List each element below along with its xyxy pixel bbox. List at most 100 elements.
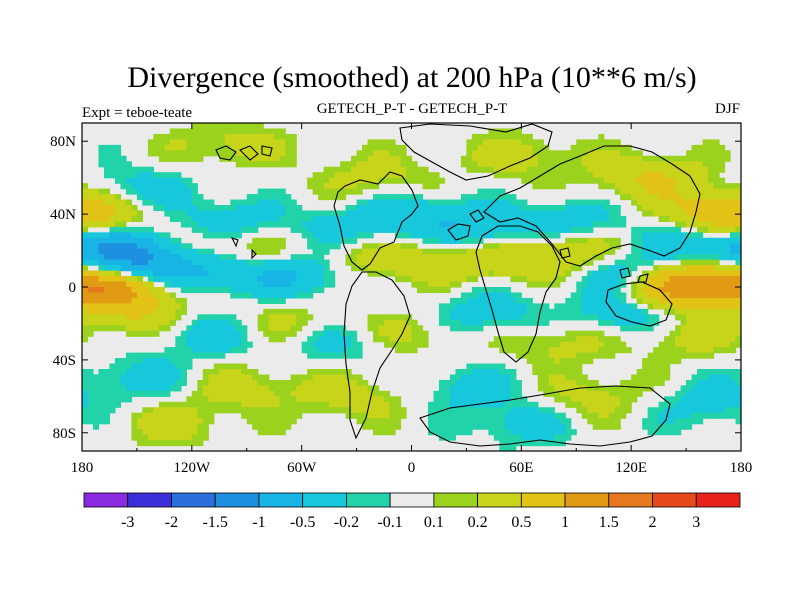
field-cell — [554, 385, 561, 392]
field-cell — [504, 407, 511, 414]
field-cell — [548, 210, 555, 217]
field-cell — [493, 199, 500, 206]
field-cell — [257, 237, 264, 244]
field-cell — [131, 177, 138, 184]
field-cell — [246, 287, 253, 294]
field-cell — [114, 199, 122, 206]
field-cell — [702, 396, 709, 403]
field-cell — [477, 226, 484, 233]
x-tick-label: 60W — [287, 460, 317, 476]
field-cell — [526, 319, 533, 326]
field-cell — [400, 161, 407, 168]
field-cell — [384, 429, 391, 436]
field-cell — [719, 248, 726, 255]
field-cell — [477, 297, 484, 304]
field-cell — [416, 259, 424, 266]
field-cell — [180, 308, 187, 315]
field-cell — [493, 139, 500, 146]
field-cell — [488, 369, 495, 376]
field-cell — [384, 155, 391, 162]
field-cell — [323, 330, 330, 337]
field-cell — [120, 308, 127, 315]
field-cell — [537, 314, 544, 321]
field-cell — [664, 270, 671, 277]
field-cell — [647, 276, 654, 283]
field-cell — [680, 390, 687, 397]
field-cell — [515, 401, 522, 408]
field-cell — [504, 139, 511, 146]
field-cell — [202, 401, 209, 408]
field-cell — [301, 259, 308, 266]
field-cell — [367, 139, 374, 146]
field-cell — [449, 396, 457, 403]
field-cell — [191, 330, 198, 337]
field-cell — [493, 221, 500, 228]
field-cell — [669, 177, 676, 184]
field-cell — [477, 270, 484, 277]
field-cell — [219, 139, 226, 146]
field-cell — [202, 276, 209, 283]
field-cell — [559, 248, 566, 255]
field-cell — [164, 325, 171, 332]
field-cell — [532, 155, 539, 162]
field-cell — [653, 412, 660, 419]
field-cell — [576, 401, 583, 408]
field-cell — [554, 308, 561, 315]
field-cell — [378, 205, 385, 212]
field-cell — [565, 308, 572, 315]
field-cell — [466, 292, 473, 299]
field-cell — [186, 325, 193, 332]
field-cell — [730, 379, 737, 386]
field-cell — [422, 281, 429, 288]
field-cell — [735, 254, 741, 261]
field-cell — [120, 363, 127, 370]
field-cell — [636, 188, 643, 195]
field-cell — [576, 369, 583, 376]
field-cell — [252, 423, 259, 430]
field-cell — [708, 281, 715, 288]
field-cell — [713, 330, 720, 337]
field-cell — [367, 166, 374, 173]
field-cell — [103, 237, 111, 244]
field-cell — [125, 314, 133, 321]
field-cell — [735, 319, 741, 326]
field-cell — [389, 259, 396, 266]
field-cell — [658, 215, 665, 222]
field-cell — [362, 418, 369, 425]
field-cell — [444, 281, 451, 288]
field-cell — [230, 363, 237, 370]
field-cell — [323, 237, 330, 244]
field-cell — [499, 379, 506, 386]
y-tick-label: 0 — [69, 280, 77, 296]
field-cell — [697, 396, 704, 403]
field-cell — [82, 221, 89, 228]
field-cell — [268, 128, 275, 135]
field-cell — [636, 166, 643, 173]
field-cell — [367, 155, 374, 162]
field-cell — [103, 265, 111, 272]
field-cell — [642, 243, 649, 250]
field-cell — [164, 379, 171, 386]
field-cell — [197, 270, 204, 277]
field-cell — [422, 199, 429, 206]
coastline-south-america — [343, 271, 411, 440]
field-cell — [274, 429, 281, 436]
field-cell — [565, 369, 572, 376]
field-cell — [329, 210, 336, 217]
field-cell — [647, 177, 654, 184]
field-cell — [708, 407, 715, 414]
field-cell — [312, 281, 319, 288]
field-cell — [268, 319, 275, 326]
field-cell — [702, 308, 709, 315]
field-cell — [103, 369, 111, 376]
field-cell — [191, 434, 198, 441]
field-cell — [625, 144, 632, 151]
field-cell — [252, 276, 259, 283]
field-cell — [82, 265, 89, 272]
field-cell — [636, 379, 643, 386]
field-cell — [570, 265, 577, 272]
field-cell — [208, 390, 215, 397]
field-cell — [603, 265, 610, 272]
field-cell — [675, 330, 682, 337]
field-cell — [499, 265, 506, 272]
